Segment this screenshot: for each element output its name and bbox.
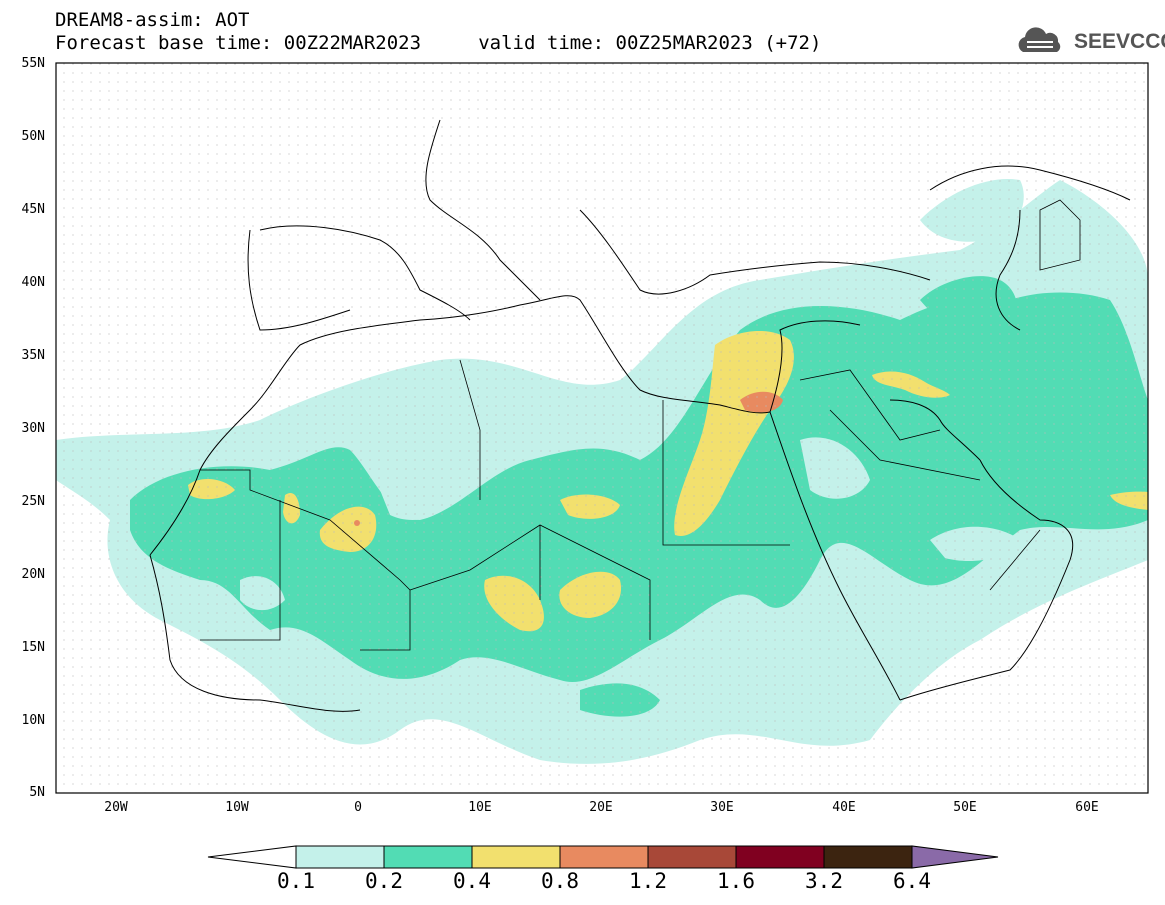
colorbar-label: 6.4 — [893, 869, 931, 893]
colorbar — [207, 845, 999, 869]
lon-label: 60E — [1075, 800, 1099, 815]
colorbar-bin-1.6-3.2 — [735, 845, 825, 869]
lat-label: 40N — [21, 275, 45, 290]
colorbar-low-arrow — [207, 845, 297, 869]
colorbar-bin-0.8-1.2 — [559, 845, 649, 869]
lon-label: 30E — [710, 800, 734, 815]
lon-label: 10W — [225, 800, 249, 815]
lon-label: 50E — [953, 800, 977, 815]
lon-label: 0 — [354, 800, 362, 815]
coastlines — [149, 119, 1131, 712]
colorbar-bin-0.4-0.8 — [471, 845, 561, 869]
colorbar-bin-0.2-0.4 — [383, 845, 473, 869]
seevccc-logo-text: SEEVCCC — [1074, 30, 1165, 53]
forecast-times: Forecast base time: 00Z22MAR2023 valid t… — [55, 32, 822, 54]
lat-label: 15N — [21, 640, 45, 655]
cloud-icon — [1018, 27, 1061, 52]
colorbar-bin-0.1-0.2 — [295, 845, 385, 869]
country-borders — [200, 199, 1081, 651]
lon-label: 20E — [589, 800, 613, 815]
lat-label: 20N — [21, 567, 45, 582]
colorbar-label: 0.4 — [453, 869, 491, 893]
map-title: DREAM8-assim: AOT — [55, 9, 250, 31]
lat-label: 30N — [21, 421, 45, 436]
colorbar-label: 1.6 — [717, 869, 755, 893]
lon-label: 20W — [104, 800, 128, 815]
colorbar-label: 1.2 — [629, 869, 667, 893]
lon-label: 40E — [832, 800, 856, 815]
lat-label: 35N — [21, 348, 45, 363]
lat-label: 25N — [21, 494, 45, 509]
lat-label: 10N — [21, 713, 45, 728]
colorbar-label: 0.1 — [277, 869, 315, 893]
colorbar-high-arrow — [911, 845, 999, 869]
map-frame — [55, 62, 1149, 794]
colorbar-bin-1.2-1.6 — [647, 845, 737, 869]
lat-label: 45N — [21, 202, 45, 217]
lat-label: 50N — [21, 129, 45, 144]
colorbar-bin-3.2-6.4 — [823, 845, 913, 869]
lon-label: 10E — [468, 800, 492, 815]
colorbar-label: 3.2 — [805, 869, 843, 893]
lat-label: 55N — [21, 56, 45, 71]
colorbar-label: 0.2 — [365, 869, 403, 893]
colorbar-label: 0.8 — [541, 869, 579, 893]
lat-label: 5N — [29, 785, 45, 800]
